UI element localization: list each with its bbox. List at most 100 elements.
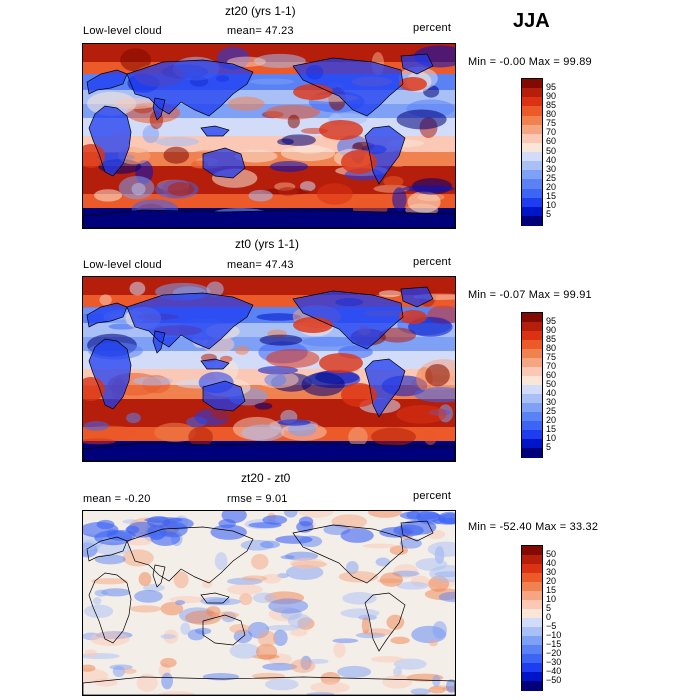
colorbar-tick-label: 10 xyxy=(546,593,557,604)
colorbar-segment xyxy=(522,645,542,655)
colorbar-segment xyxy=(522,197,542,208)
colorbar-segment xyxy=(522,564,542,574)
colorbar-segment xyxy=(522,681,542,691)
colorbar-segment xyxy=(522,394,542,404)
panel1-minmax: Min = -0.00 Max = 99.89 xyxy=(468,56,592,68)
colorbar-tick-label: −20 xyxy=(546,647,562,658)
colorbar-segment xyxy=(522,124,542,135)
panel2-minmax: Min = -0.07 Max = 99.91 xyxy=(468,289,592,301)
colorbar-segment xyxy=(522,403,542,413)
colorbar-tick-label: −50 xyxy=(546,674,562,685)
colorbar-segment xyxy=(522,636,542,646)
panel3-map xyxy=(82,510,456,696)
colorbar-segment xyxy=(522,331,542,341)
colorbar-tick-label: 90 xyxy=(546,324,557,335)
colorbar-tick-label: 40 xyxy=(546,557,557,568)
colorbar-tick-label: −40 xyxy=(546,665,562,676)
colorbar-tick-label: 0 xyxy=(546,611,552,622)
colorbar-segment xyxy=(522,115,542,126)
colorbar-segment xyxy=(522,349,542,359)
panel2-title: zt0 (yrs 1-1) xyxy=(235,237,300,251)
colorbar-tick-label: 20 xyxy=(546,182,557,192)
colorbar-segment xyxy=(522,313,542,323)
colorbar-segment xyxy=(522,421,542,431)
colorbar-tick-label: 15 xyxy=(546,191,557,202)
colorbar-tick-label: 70 xyxy=(546,360,557,371)
colorbar-segment xyxy=(522,385,542,395)
colorbar-segment xyxy=(522,412,542,422)
colorbar-tick-label: 50 xyxy=(546,378,557,389)
colorbar-tick-label: 30 xyxy=(546,566,557,577)
colorbar-tick-label: 85 xyxy=(546,333,557,344)
panel1-map-svg xyxy=(83,44,455,228)
panel3-minmax: Min = -52.40 Max = 33.32 xyxy=(468,521,599,533)
colorbar-segment xyxy=(522,439,542,449)
colorbar-tick-label: 90 xyxy=(546,90,557,101)
colorbar-tick-label: 20 xyxy=(546,575,557,586)
colorbar-segment xyxy=(522,206,542,217)
colorbar-tick-label: 70 xyxy=(546,127,557,138)
colorbar-tick-label: 5 xyxy=(546,209,552,220)
colorbar-tick-label: 15 xyxy=(546,584,557,595)
colorbar-segment xyxy=(522,340,542,350)
colorbar-tick-label: 40 xyxy=(546,387,557,398)
colorbar-segment xyxy=(522,430,542,440)
panel2-units: percent xyxy=(413,256,452,268)
colorbar-tick-label: 10 xyxy=(546,432,557,443)
colorbar-segment xyxy=(522,582,542,592)
colorbar-tick-label: 25 xyxy=(546,172,557,183)
colorbar-segment xyxy=(522,88,542,98)
colorbar-tick-label: 60 xyxy=(546,369,557,380)
colorbar-segment xyxy=(522,591,542,601)
colorbar-segment xyxy=(522,322,542,332)
colorbar-tick-label: −30 xyxy=(546,656,562,667)
colorbar-segment xyxy=(522,215,542,226)
colorbar-segment xyxy=(522,555,542,565)
colorbar-tick-label: 75 xyxy=(546,351,557,362)
panel3-map-svg xyxy=(83,511,455,695)
colorbar-tick-label: 95 xyxy=(546,315,557,326)
colorbar-tick-label: 20 xyxy=(546,414,557,425)
colorbar-segment xyxy=(522,133,542,144)
colorbar-segment xyxy=(522,654,542,664)
colorbar-tick-label: 10 xyxy=(546,200,557,211)
colorbar-tick-label: 5 xyxy=(546,441,552,452)
colorbar-tick-label: 50 xyxy=(546,145,557,156)
panel3-mean-label: mean = -0.20 xyxy=(83,493,151,505)
colorbar-segment xyxy=(522,106,542,116)
colorbar-segment xyxy=(522,609,542,619)
colorbar-tick-label: 80 xyxy=(546,109,557,119)
colorbar-segment xyxy=(522,448,542,458)
colorbar-segment xyxy=(522,358,542,368)
colorbar-segment xyxy=(522,161,542,171)
colorbar-tick-label: −15 xyxy=(546,638,562,649)
colorbar-segment xyxy=(522,672,542,682)
season-label: JJA xyxy=(513,10,550,32)
colorbar-tick-label: 15 xyxy=(546,423,557,434)
panel2-map-svg xyxy=(83,277,455,461)
colorbar-segment xyxy=(522,170,542,180)
colorbar-segment xyxy=(522,627,542,637)
colorbar-tick-label: 40 xyxy=(546,154,557,165)
colorbar-segment xyxy=(522,618,542,628)
colorbar-tick-label: −10 xyxy=(546,629,562,640)
panel1-map xyxy=(82,43,456,229)
colorbar-tick-label: 95 xyxy=(546,81,557,92)
colorbar-tick-label: 5 xyxy=(546,602,552,613)
panel3-units: percent xyxy=(413,490,452,502)
colorbar-segment xyxy=(522,152,542,162)
panel1-mean-label: mean= 47.23 xyxy=(227,25,294,37)
colorbar-segment xyxy=(522,97,542,107)
colorbar-tick-label: 85 xyxy=(546,99,557,110)
colorbar-segment xyxy=(522,663,542,673)
colorbar-segment xyxy=(522,79,542,89)
colorbar-tick-label: 30 xyxy=(546,163,557,174)
colorbar-segment xyxy=(522,546,542,556)
colorbar-segment xyxy=(522,367,542,377)
colorbar-segment xyxy=(522,376,542,386)
panel3-colorbar xyxy=(521,545,543,691)
panel2-mean-label: mean= 47.43 xyxy=(227,259,294,271)
colorbar-tick-label: 30 xyxy=(546,396,557,407)
panel1-colorbar xyxy=(521,78,543,226)
colorbar-tick-label: −5 xyxy=(546,620,557,631)
